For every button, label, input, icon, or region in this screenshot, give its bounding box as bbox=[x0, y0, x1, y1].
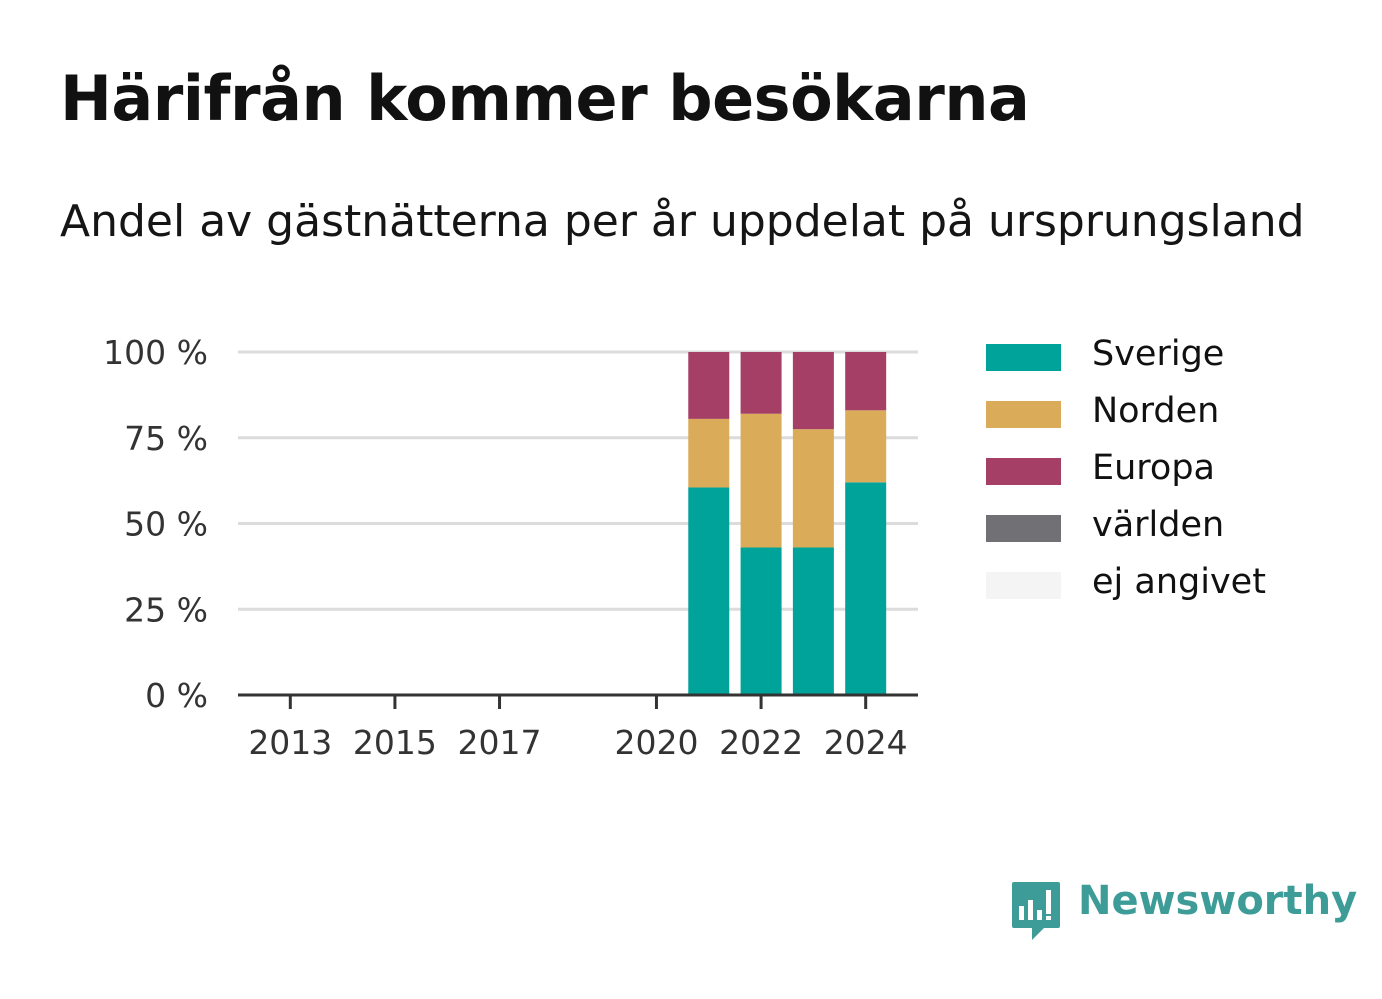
y-tick-label: 0 % bbox=[145, 676, 208, 715]
legend-label: Sverige bbox=[1092, 334, 1225, 374]
bar-segment-Sverige-2022 bbox=[740, 547, 782, 695]
legend-item: världen bbox=[986, 505, 1366, 545]
legend-swatch bbox=[986, 344, 1061, 371]
x-tick-label: 2020 bbox=[614, 723, 698, 762]
legend-item: ej angivet bbox=[986, 562, 1366, 602]
x-tick-label: 2017 bbox=[458, 723, 542, 762]
legend-item: Sverige bbox=[986, 334, 1366, 374]
legend-label: världen bbox=[1092, 505, 1225, 545]
legend-swatch bbox=[986, 515, 1061, 542]
legend-item: Norden bbox=[986, 391, 1366, 431]
bars bbox=[688, 352, 887, 695]
y-tick-label: 75 % bbox=[124, 419, 208, 458]
y-axis: 0 % 25 % 50 % 75 % 100 % bbox=[103, 333, 208, 715]
x-axis: 2013 2015 2017 2020 2022 2024 bbox=[238, 693, 918, 762]
newsworthy-logo-icon bbox=[1012, 882, 1060, 940]
x-tick-label: 2013 bbox=[248, 723, 332, 762]
legend-swatch bbox=[986, 572, 1061, 599]
legend-swatch bbox=[986, 401, 1061, 428]
bar-segment-Sverige-2024 bbox=[845, 482, 887, 695]
bar-segment-Europa-2023 bbox=[792, 352, 834, 430]
legend-label: ej angivet bbox=[1092, 562, 1266, 602]
bar-segment-Norden-2022 bbox=[740, 413, 782, 548]
x-tick-label: 2024 bbox=[824, 723, 908, 762]
bar-segment-Sverige-2023 bbox=[792, 547, 834, 695]
y-tick-label: 50 % bbox=[124, 505, 208, 544]
legend-label: Europa bbox=[1092, 448, 1215, 488]
legend-swatch bbox=[986, 458, 1061, 485]
chart-title: Härifrån kommer besökarna bbox=[60, 62, 1030, 135]
bar-segment-Norden-2024 bbox=[845, 410, 887, 483]
bar-segment-Europa-2021 bbox=[688, 352, 730, 419]
y-tick-label: 100 % bbox=[103, 333, 208, 372]
brand-name: Newsworthy bbox=[1078, 878, 1358, 924]
x-tick-label: 2015 bbox=[353, 723, 437, 762]
chart-subtitle: Andel av gästnätterna per år uppdelat på… bbox=[60, 196, 1305, 247]
bar-segment-Europa-2024 bbox=[845, 352, 887, 411]
bar-segment-Sverige-2021 bbox=[688, 487, 730, 695]
bar-segment-Norden-2023 bbox=[792, 429, 834, 548]
legend-label: Norden bbox=[1092, 391, 1220, 431]
y-tick-label: 25 % bbox=[124, 590, 208, 629]
legend-item: Europa bbox=[986, 448, 1366, 488]
bar-segment-Norden-2021 bbox=[688, 418, 730, 488]
bar-segment-Europa-2022 bbox=[740, 352, 782, 414]
x-tick-label: 2022 bbox=[719, 723, 803, 762]
newsworthy-logo: Newsworthy bbox=[1010, 878, 1357, 940]
